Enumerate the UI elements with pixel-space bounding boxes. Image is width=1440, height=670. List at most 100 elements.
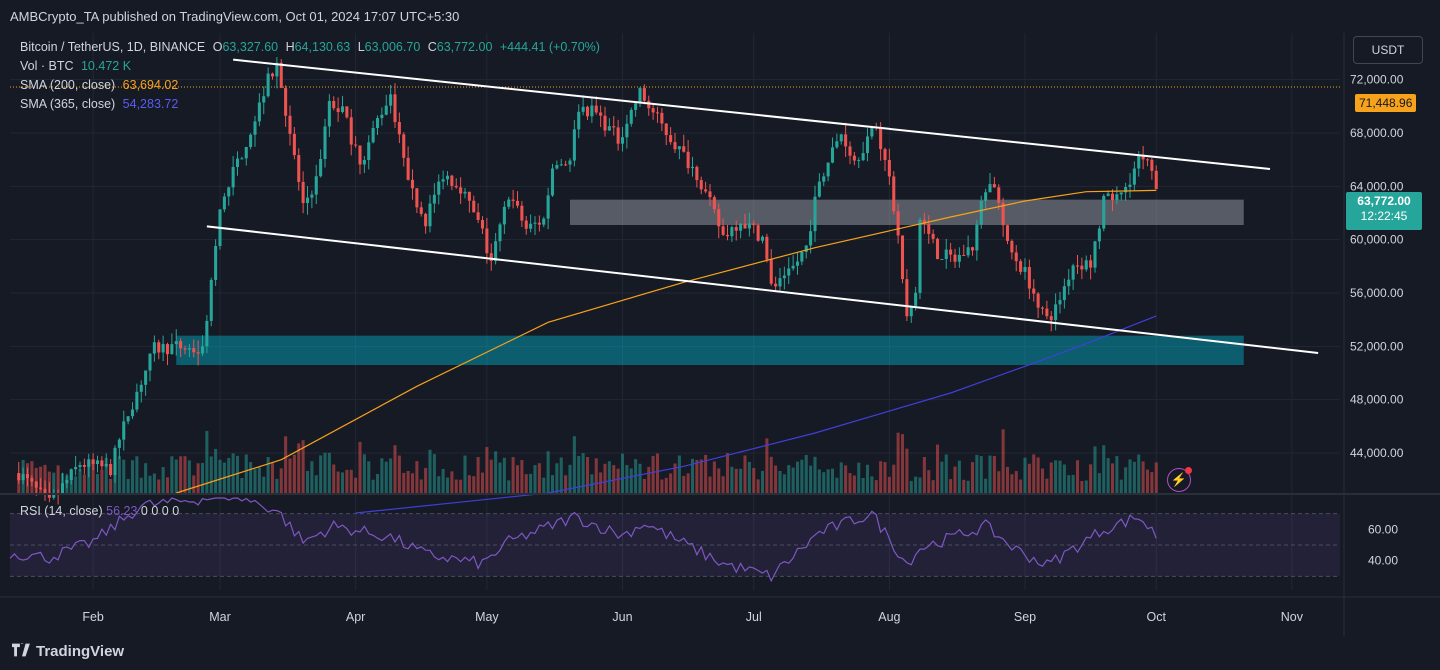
lightning-icon[interactable]: ⚡ bbox=[1167, 467, 1192, 492]
publish-info: AMBCrypto_TA published on TradingView.co… bbox=[10, 9, 460, 24]
candle-body bbox=[599, 112, 603, 116]
volume-bar bbox=[275, 478, 279, 493]
candle-body bbox=[1054, 304, 1058, 321]
channel-top bbox=[233, 58, 1271, 170]
volume-bar bbox=[555, 463, 559, 493]
candle-body bbox=[297, 155, 301, 182]
candle-body bbox=[47, 493, 51, 498]
candle-body bbox=[170, 344, 174, 355]
candle-body bbox=[612, 126, 616, 128]
candle-body bbox=[362, 160, 366, 165]
candle-body bbox=[336, 108, 340, 112]
candle-body bbox=[235, 158, 240, 168]
volume-bar bbox=[437, 476, 441, 493]
volume-bar bbox=[109, 478, 113, 493]
volume-bar bbox=[1106, 458, 1110, 493]
candle-body bbox=[629, 109, 633, 124]
sma200-line bbox=[176, 189, 1157, 494]
candle-body bbox=[927, 224, 931, 234]
candle-body bbox=[835, 141, 839, 148]
candle-body bbox=[957, 254, 961, 262]
candle-body bbox=[441, 179, 445, 182]
candle-body bbox=[109, 463, 113, 476]
symbol-legend[interactable]: Bitcoin / TetherUS, 1D, BINANCE O63,327.… bbox=[20, 40, 604, 54]
volume-bar bbox=[91, 461, 95, 493]
volume-bar bbox=[931, 480, 935, 493]
candle-body bbox=[130, 409, 135, 417]
candle-body bbox=[507, 199, 511, 207]
volume-bar bbox=[445, 477, 450, 493]
volume-bar bbox=[270, 462, 275, 493]
volume-bar bbox=[970, 462, 975, 493]
volume-bar bbox=[1080, 480, 1084, 493]
volume-bar bbox=[655, 453, 660, 493]
volume-bar bbox=[795, 461, 800, 493]
candle-body bbox=[1124, 186, 1128, 193]
volume-bar bbox=[319, 455, 323, 493]
volume-bar bbox=[454, 479, 458, 493]
volume-bar bbox=[704, 454, 708, 493]
volume-bar bbox=[1089, 464, 1093, 493]
volume-bar bbox=[844, 465, 848, 493]
candle-body bbox=[393, 94, 397, 123]
candle-body bbox=[494, 241, 498, 262]
candle-body bbox=[520, 205, 524, 221]
volume-bar bbox=[459, 479, 463, 493]
y-tick-label: 72,000.00 bbox=[1350, 73, 1404, 87]
candle-body bbox=[988, 184, 992, 193]
volume-bar bbox=[327, 452, 331, 493]
candle-body bbox=[266, 73, 270, 97]
volume-bar bbox=[463, 455, 467, 493]
candle-body bbox=[953, 254, 957, 262]
candle-body bbox=[358, 145, 362, 165]
y-tick-label: 60,000.00 bbox=[1350, 233, 1404, 247]
volume-bar bbox=[979, 456, 983, 493]
volume-bar bbox=[235, 455, 240, 493]
candle-body bbox=[940, 258, 944, 260]
candle-body bbox=[113, 447, 117, 476]
candle-body bbox=[410, 179, 415, 189]
candle-body bbox=[1154, 170, 1158, 189]
brand-name: TradingView bbox=[36, 643, 125, 660]
volume-bar bbox=[743, 455, 747, 493]
candle-body bbox=[231, 167, 235, 188]
ohlc-c-value: 63,772.00 bbox=[436, 40, 493, 54]
volume-bar bbox=[590, 474, 594, 493]
volume-bar bbox=[760, 470, 765, 493]
tradingview-logo[interactable]: TradingView bbox=[12, 643, 124, 660]
volume-bar bbox=[778, 470, 782, 493]
candle-body bbox=[1080, 265, 1084, 270]
volume-label: Vol · BTC bbox=[20, 59, 74, 73]
candle-body bbox=[651, 108, 655, 113]
candle-body bbox=[454, 185, 458, 188]
sma200-legend[interactable]: SMA (200, close) 63,694.02 bbox=[20, 78, 182, 92]
volume-legend[interactable]: Vol · BTC 10.472 K bbox=[20, 59, 135, 73]
candle-body bbox=[870, 126, 874, 137]
volume-bar bbox=[835, 477, 839, 493]
volume-bar bbox=[997, 471, 1001, 493]
candle-body bbox=[1045, 308, 1049, 317]
candle-body bbox=[717, 209, 721, 227]
candle-body bbox=[1023, 266, 1027, 272]
volume-bar bbox=[130, 460, 135, 493]
candle-body bbox=[345, 106, 349, 118]
candle-body bbox=[1036, 293, 1040, 308]
rsi-value: 56.23 bbox=[106, 504, 138, 518]
volume-bar bbox=[695, 460, 699, 493]
candle-body bbox=[1150, 159, 1154, 171]
volume-bar bbox=[953, 466, 957, 493]
candle-body bbox=[354, 144, 358, 146]
volume-bar bbox=[354, 477, 358, 493]
volume-bar bbox=[813, 456, 817, 493]
rsi-extra-values: 0 0 0 0 bbox=[140, 504, 180, 518]
candle-body bbox=[909, 305, 913, 317]
volume-bar bbox=[428, 449, 432, 493]
candle-body bbox=[463, 191, 467, 194]
currency-button[interactable]: USDT bbox=[1353, 36, 1423, 64]
sma365-legend[interactable]: SMA (365, close) 54,283.72 bbox=[20, 97, 182, 111]
rsi-legend[interactable]: RSI (14, close) 56.23 0 0 0 0 bbox=[20, 504, 179, 518]
candle-body bbox=[104, 463, 108, 467]
volume-bar bbox=[1058, 460, 1062, 493]
y-tick-label: 44,000.00 bbox=[1350, 446, 1404, 460]
